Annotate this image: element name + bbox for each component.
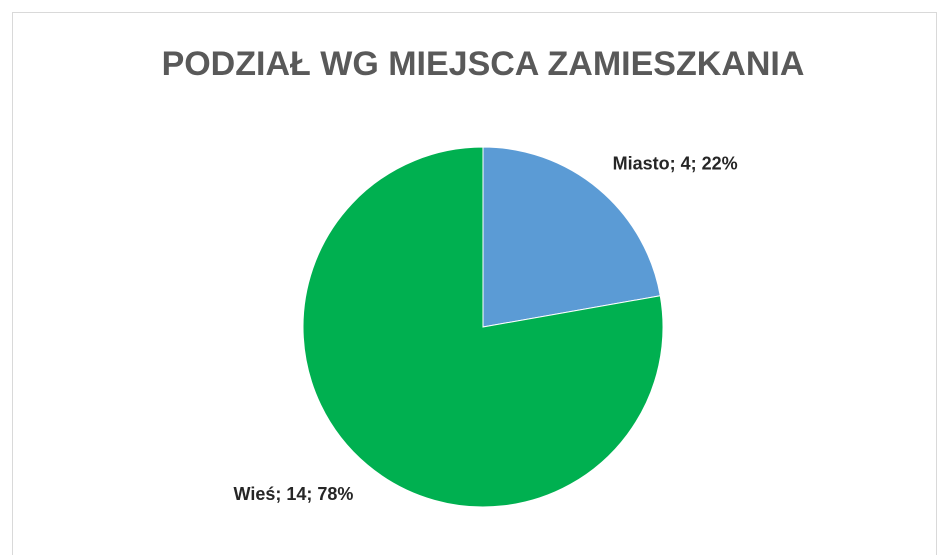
chart-title: PODZIAŁ WG MIEJSCA ZAMIESZKANIA xyxy=(162,45,805,83)
pie-slice xyxy=(302,146,664,508)
data-label: Wieś; 14; 78% xyxy=(234,484,354,504)
pie-slice xyxy=(482,146,661,328)
data-label: Miasto; 4; 22% xyxy=(613,153,738,173)
